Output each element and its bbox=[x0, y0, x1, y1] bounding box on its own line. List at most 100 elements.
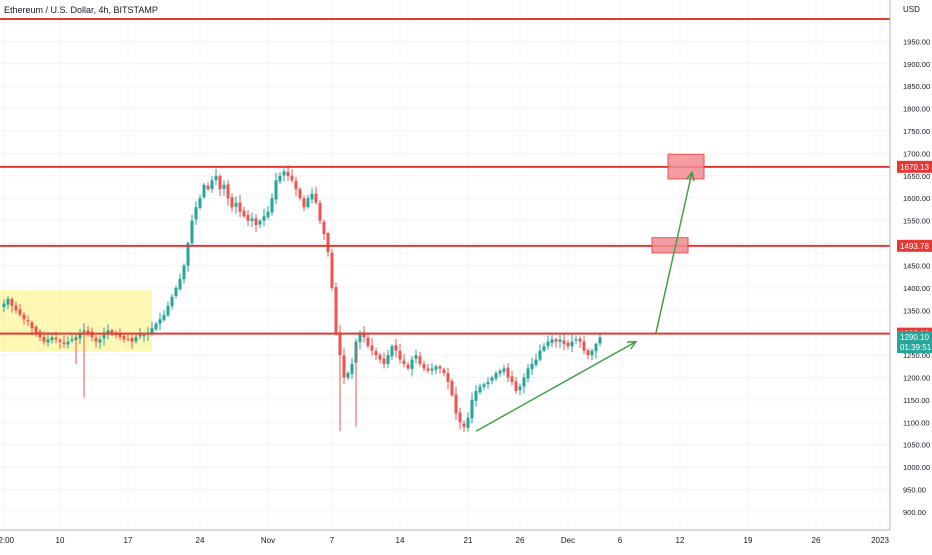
target-box[interactable] bbox=[667, 153, 705, 180]
candle-body[interactable] bbox=[366, 337, 370, 347]
target-box[interactable] bbox=[651, 237, 689, 254]
candle-body[interactable] bbox=[430, 368, 434, 371]
candle-body[interactable] bbox=[414, 355, 418, 359]
candle-body[interactable] bbox=[374, 351, 378, 356]
candle-body[interactable] bbox=[558, 339, 562, 342]
candle-body[interactable] bbox=[66, 341, 70, 345]
candle-body[interactable] bbox=[86, 330, 90, 333]
candle-body[interactable] bbox=[254, 218, 258, 226]
candle-body[interactable] bbox=[502, 368, 506, 372]
candle-body[interactable] bbox=[422, 364, 426, 369]
candle-body[interactable] bbox=[426, 368, 430, 371]
candle-body[interactable] bbox=[306, 198, 310, 208]
candle-body[interactable] bbox=[50, 337, 54, 341]
candle-body[interactable] bbox=[490, 377, 494, 381]
candle-body[interactable] bbox=[62, 342, 66, 344]
candle-body[interactable] bbox=[318, 202, 322, 221]
candle-body[interactable] bbox=[274, 180, 278, 200]
candle-body[interactable] bbox=[170, 296, 174, 307]
candle-body[interactable] bbox=[598, 337, 602, 344]
candle-body[interactable] bbox=[590, 350, 594, 356]
candle-body[interactable] bbox=[462, 423, 466, 427]
candle-body[interactable] bbox=[270, 198, 274, 213]
candle-body[interactable] bbox=[446, 373, 450, 382]
candle-body[interactable] bbox=[278, 175, 282, 182]
candle-body[interactable] bbox=[542, 346, 546, 351]
candle-body[interactable] bbox=[382, 358, 386, 365]
candle-body[interactable] bbox=[506, 367, 510, 378]
candle-body[interactable] bbox=[178, 278, 182, 290]
candle-body[interactable] bbox=[98, 339, 102, 343]
candle-body[interactable] bbox=[70, 339, 74, 341]
candle-body[interactable] bbox=[514, 381, 518, 391]
candle-body[interactable] bbox=[586, 350, 590, 356]
candle-body[interactable] bbox=[406, 364, 410, 369]
candle-body[interactable] bbox=[158, 319, 162, 324]
candle-body[interactable] bbox=[358, 332, 362, 343]
candle-body[interactable] bbox=[394, 344, 398, 351]
candle-body[interactable] bbox=[498, 370, 502, 374]
candle-body[interactable] bbox=[190, 220, 194, 244]
candle-body[interactable] bbox=[6, 299, 10, 305]
candle-body[interactable] bbox=[266, 211, 270, 218]
candle-body[interactable] bbox=[574, 339, 578, 341]
candle-body[interactable] bbox=[566, 342, 570, 347]
candle-body[interactable] bbox=[194, 207, 198, 220]
candle-body[interactable] bbox=[202, 184, 206, 198]
candle-body[interactable] bbox=[454, 394, 458, 414]
candle-body[interactable] bbox=[578, 338, 582, 342]
candle-body[interactable] bbox=[58, 339, 62, 342]
candle-body[interactable] bbox=[338, 332, 342, 356]
candle-body[interactable] bbox=[522, 377, 526, 387]
candle-body[interactable] bbox=[142, 334, 146, 337]
candle-body[interactable] bbox=[486, 381, 490, 385]
candle-body[interactable] bbox=[546, 341, 550, 347]
candle-body[interactable] bbox=[242, 210, 246, 217]
candle-body[interactable] bbox=[30, 322, 34, 329]
candle-body[interactable] bbox=[378, 354, 382, 360]
candle-body[interactable] bbox=[518, 386, 522, 391]
candle-body[interactable] bbox=[218, 176, 222, 190]
candle-body[interactable] bbox=[166, 305, 170, 316]
candle-body[interactable] bbox=[130, 338, 134, 342]
candle-body[interactable] bbox=[314, 193, 318, 203]
candle-body[interactable] bbox=[442, 369, 446, 373]
candle-body[interactable] bbox=[210, 180, 214, 190]
candle-body[interactable] bbox=[54, 338, 58, 340]
candle-body[interactable] bbox=[2, 303, 6, 308]
candle-body[interactable] bbox=[346, 372, 350, 378]
candle-body[interactable] bbox=[198, 198, 202, 208]
candle-body[interactable] bbox=[238, 202, 242, 212]
candle-body[interactable] bbox=[494, 372, 498, 379]
candle-body[interactable] bbox=[78, 332, 82, 339]
candle-body[interactable] bbox=[322, 221, 326, 235]
candle-body[interactable] bbox=[134, 337, 138, 342]
candle-body[interactable] bbox=[162, 314, 166, 321]
candle-body[interactable] bbox=[342, 355, 346, 378]
candle-body[interactable] bbox=[46, 339, 50, 343]
trend-arrow-line[interactable] bbox=[655, 172, 693, 333]
candle-body[interactable] bbox=[350, 364, 354, 374]
candle-body[interactable] bbox=[550, 339, 554, 343]
candle-body[interactable] bbox=[174, 287, 178, 297]
candle-body[interactable] bbox=[434, 366, 438, 370]
candle-body[interactable] bbox=[118, 334, 122, 338]
candle-body[interactable] bbox=[298, 189, 302, 199]
candle-body[interactable] bbox=[226, 184, 230, 199]
candle-body[interactable] bbox=[234, 202, 238, 207]
candle-body[interactable] bbox=[18, 309, 22, 315]
candle-body[interactable] bbox=[482, 384, 486, 387]
candle-body[interactable] bbox=[138, 334, 142, 337]
candle-body[interactable] bbox=[554, 339, 558, 342]
candle-body[interactable] bbox=[478, 386, 482, 393]
candle-body[interactable] bbox=[310, 193, 314, 200]
candle-body[interactable] bbox=[390, 346, 394, 357]
candle-body[interactable] bbox=[246, 214, 250, 221]
candle-body[interactable] bbox=[386, 355, 390, 364]
candle-body[interactable] bbox=[326, 233, 330, 253]
candle-body[interactable] bbox=[458, 412, 462, 423]
candle-body[interactable] bbox=[438, 366, 442, 369]
candle-body[interactable] bbox=[334, 287, 338, 333]
candle-body[interactable] bbox=[26, 320, 30, 322]
